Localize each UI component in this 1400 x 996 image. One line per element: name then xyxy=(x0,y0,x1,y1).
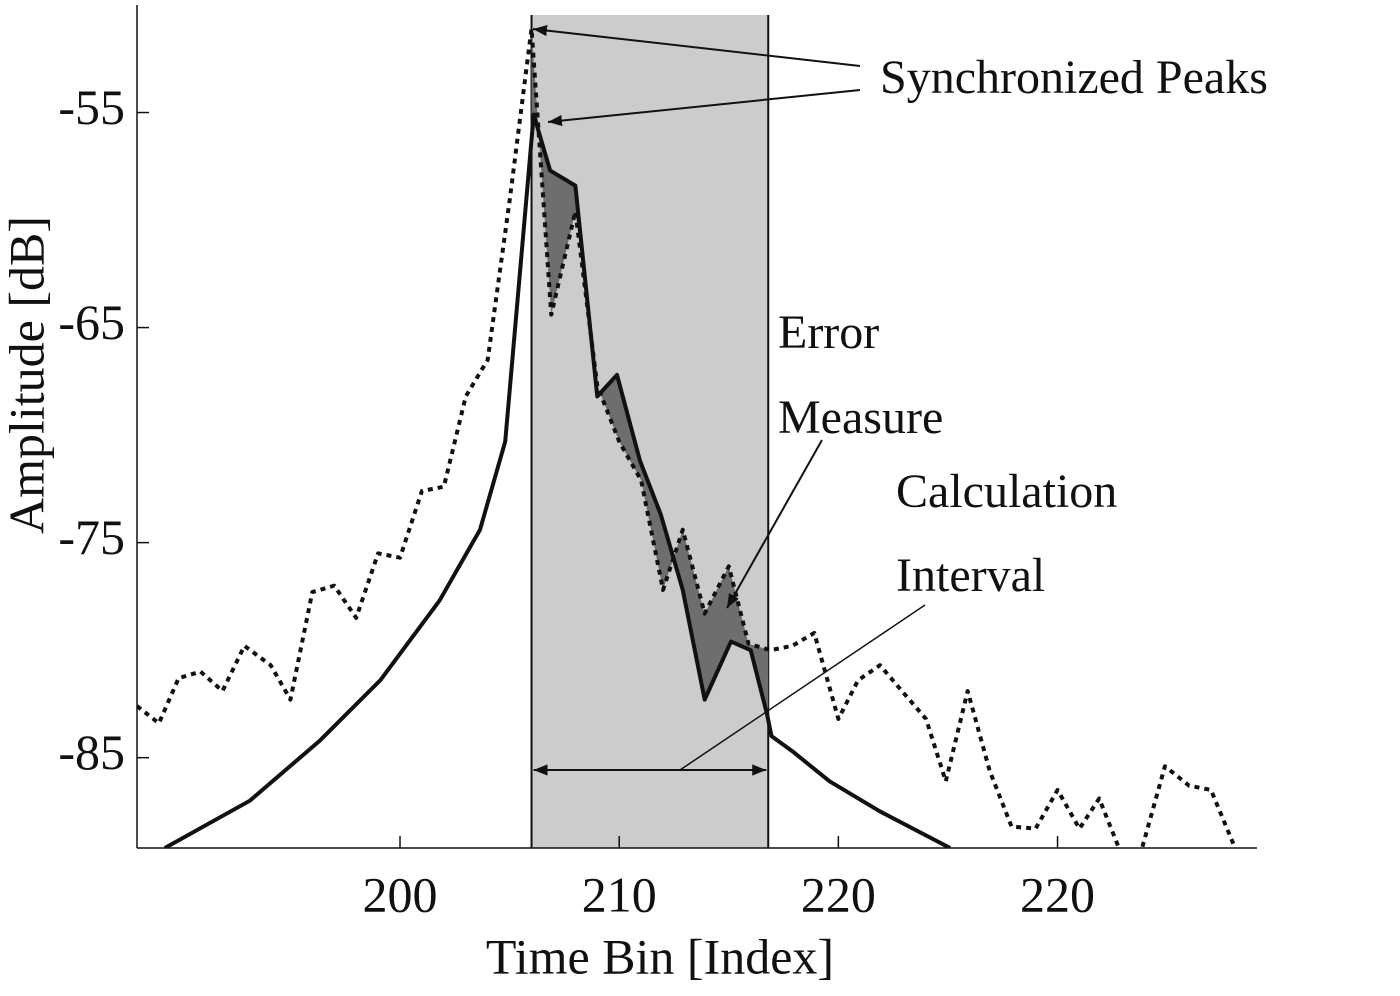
y-tick-label: -55 xyxy=(58,79,125,135)
x-axis-label: Time Bin [Index] xyxy=(486,928,834,984)
y-tick-label: -85 xyxy=(58,724,125,780)
annotation-arrow xyxy=(532,25,861,67)
annotation: Synchronized Peaks xyxy=(880,51,1268,104)
interval-band xyxy=(531,15,769,848)
plot-background xyxy=(530,15,770,848)
y-tick-label: -65 xyxy=(58,294,125,350)
series-line xyxy=(137,26,1237,848)
y-tick-label: -75 xyxy=(58,509,125,565)
x-tick-label: 210 xyxy=(582,866,657,922)
annotation-arrow xyxy=(726,439,823,609)
series-line xyxy=(163,112,952,848)
annotation-line xyxy=(679,604,926,771)
annotation: Measure xyxy=(778,391,943,444)
x-tick-label: 220 xyxy=(801,866,876,922)
annotation: Error xyxy=(778,306,879,359)
annotation: Interval xyxy=(896,549,1045,602)
y-axis-label: Amplitude [dB] xyxy=(0,216,54,534)
plot-lines xyxy=(137,26,1237,848)
x-tick-label: 220 xyxy=(1020,866,1095,922)
annotation-arrow xyxy=(547,89,861,127)
annotation: Calculation xyxy=(896,465,1117,518)
x-tick-label: 200 xyxy=(363,866,438,922)
